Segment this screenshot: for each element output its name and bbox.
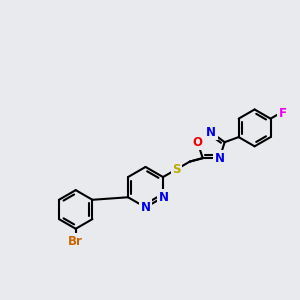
Text: N: N	[214, 152, 224, 165]
Text: N: N	[159, 191, 169, 204]
Text: S: S	[172, 163, 181, 176]
Text: O: O	[193, 136, 202, 149]
Text: N: N	[206, 126, 216, 139]
Text: F: F	[279, 107, 287, 120]
Text: N: N	[140, 201, 151, 214]
Text: Br: Br	[68, 235, 83, 248]
